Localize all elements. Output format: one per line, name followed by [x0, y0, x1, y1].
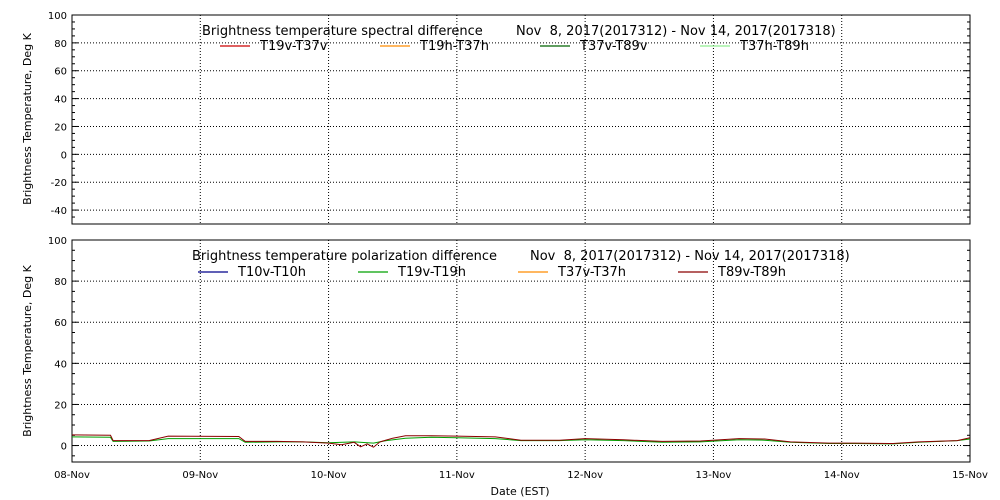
y-tick-label: 80 — [54, 277, 67, 288]
legend-entry: T89v-T89h — [717, 265, 786, 280]
legend: T19v-T37v T19h-T37h T37v-T89v T37h-T89h — [220, 39, 809, 54]
y-tick-label: -40 — [51, 206, 67, 217]
y-tick-label: 20 — [54, 400, 67, 411]
chart-title: Brightness temperature spectral differen… — [202, 24, 483, 39]
x-tick-label: 14-Nov — [824, 470, 860, 481]
y-tick-label: 40 — [54, 95, 67, 106]
legend-entry: T19v-T19h — [397, 265, 466, 280]
legend-entry: T37v-T37h — [557, 265, 626, 280]
y-tick-label: 80 — [54, 39, 67, 50]
polarization-difference-panel: 0 20 40 60 80 100 08-Nov 09-Nov 10-Nov 11-Nov 12-… — [21, 236, 988, 498]
plot-frame — [71, 239, 971, 463]
x-tick-label: 10-Nov — [311, 470, 347, 481]
x-tick-label: 13-Nov — [695, 470, 731, 481]
x-tick-label: 08-Nov — [54, 470, 90, 481]
plot-frame — [71, 14, 971, 225]
y-tick-label: 100 — [48, 236, 67, 247]
series-line — [71, 434, 971, 448]
legend: T10v-T10h T19v-T19h T37v-T37h T89v-T89h — [198, 265, 786, 280]
y-axis-label: Brightness Temperature, Deg K — [21, 32, 34, 204]
x-tick-label: 12-Nov — [567, 470, 603, 481]
y-tick-label: 60 — [54, 67, 67, 78]
spectral-difference-panel: -40 -20 0 20 40 60 80 100 Brightness temperatur… — [21, 11, 971, 225]
y-axis-label: Brightness Temperature, Deg K — [21, 264, 34, 436]
y-tick-label: 0 — [61, 442, 67, 453]
y-tick-label: -20 — [51, 178, 67, 189]
date-range: Nov 8, 2017(2017312) - Nov 14, 2017(2017… — [516, 24, 836, 39]
legend-entry: T19h-T37h — [419, 39, 489, 54]
legend-entry: T19v-T37v — [259, 39, 328, 54]
y-tick-label: 60 — [54, 318, 67, 329]
y-tick-label: 20 — [54, 122, 67, 133]
legend-entry: T37h-T89h — [739, 39, 809, 54]
x-tick-label: 11-Nov — [439, 470, 475, 481]
legend-entry: T10v-T10h — [237, 265, 306, 280]
y-tick-label: 0 — [61, 150, 67, 161]
x-axis-label: Date (EST) — [490, 485, 549, 498]
y-tick-label: 100 — [48, 11, 67, 22]
y-tick-label: 40 — [54, 359, 67, 370]
chart-title: Brightness temperature polarization diff… — [192, 249, 497, 264]
x-tick-label: 15-Nov — [952, 470, 988, 481]
legend-entry: T37v-T89v — [579, 39, 648, 54]
x-tick-label: 09-Nov — [182, 470, 218, 481]
date-range: Nov 8, 2017(2017312) - Nov 14, 2017(2017… — [530, 249, 850, 264]
